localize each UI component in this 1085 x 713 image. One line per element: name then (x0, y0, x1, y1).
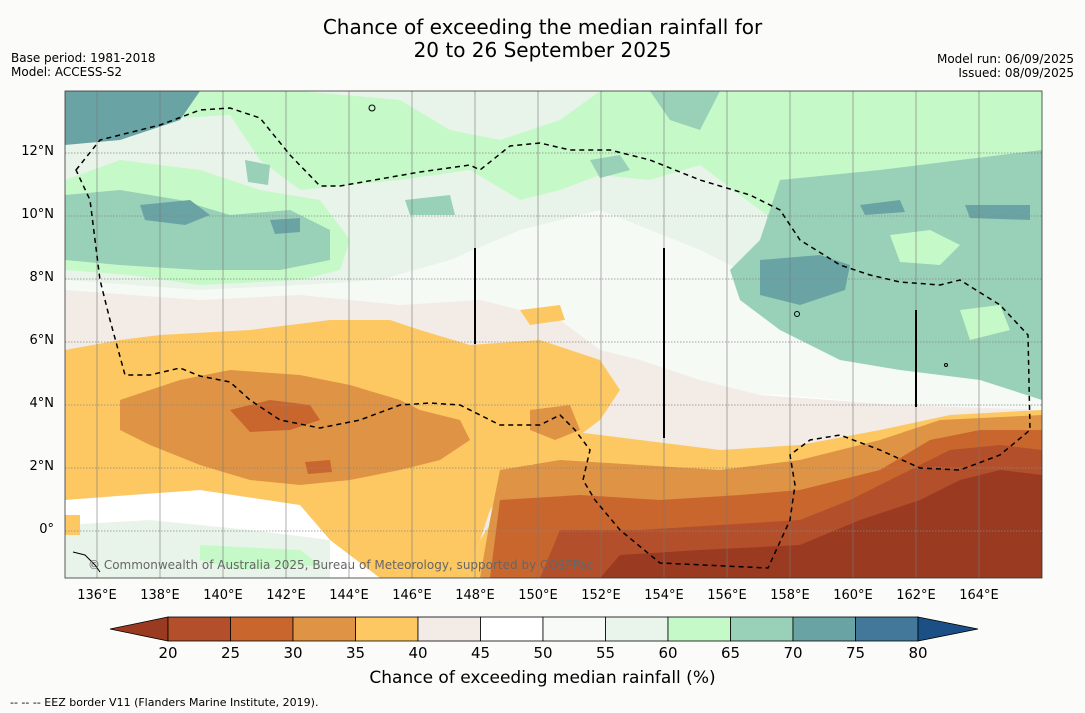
lon-tick-label: 164°E (959, 588, 999, 603)
map-title-line1: Chance of exceeding the median rainfall … (322, 15, 763, 39)
colorbar-under-arrow (109, 616, 169, 642)
issued-label: Issued: 08/09/2025 (958, 66, 1074, 80)
colorbar-tick-label: 75 (845, 644, 866, 662)
lat-tick-label: 4°N (29, 396, 55, 411)
lat-gridlines (65, 152, 1042, 532)
lon-tick-label: 138°E (140, 588, 180, 603)
islands (72, 104, 948, 573)
colorbar-tick-label: 20 (158, 644, 178, 662)
model-run-label: Model run: 06/09/2025 (936, 52, 1074, 66)
colorbar-segment (542, 616, 606, 642)
lon-tick-label: 152°E (581, 588, 621, 603)
lon-tick-label: 136°E (77, 588, 117, 603)
colorbar-tick-label: 55 (595, 644, 616, 662)
colorbar-segment (230, 616, 294, 642)
colorbar-tick-label: 35 (345, 644, 366, 662)
colorbar-segment (855, 616, 919, 642)
colorbar-tick-label: 40 (408, 644, 428, 662)
colorbar-segment (792, 616, 856, 642)
colorbar-segment (292, 616, 356, 642)
colorbar-tick-label: 80 (908, 644, 928, 662)
lat-tick-label: 6°N (29, 333, 55, 348)
lat-tick-label: 2°N (29, 459, 55, 474)
colorbar-tick-label: 25 (220, 644, 241, 662)
lon-gridlines (96, 91, 980, 578)
copyright-text: © Commonwealth of Australia 2025, Bureau… (88, 558, 594, 572)
lon-tick-label: 146°E (392, 588, 432, 603)
lon-tick-label: 140°E (203, 588, 243, 603)
colorbar-tick-label: 70 (783, 644, 803, 662)
eez-border (75, 107, 1031, 569)
colorbar-segment (667, 616, 731, 642)
lon-tick-label: 150°E (518, 588, 558, 603)
lon-tick-label: 154°E (644, 588, 684, 603)
colorbar-tick-label: 45 (470, 644, 491, 662)
lon-tick-label: 156°E (707, 588, 747, 603)
colorbar-segment (417, 616, 481, 642)
colorbar-over-arrow (917, 616, 979, 642)
lat-tick-label: 12°N (21, 144, 54, 159)
lon-tick-label: 158°E (770, 588, 810, 603)
colorbar-segment (605, 616, 669, 642)
lon-tick-label: 144°E (329, 588, 369, 603)
base-period-label: Base period: 1981-2018 (11, 51, 156, 65)
colorbar-segment (355, 616, 419, 642)
colorbar-tick-label: 65 (720, 644, 741, 662)
colorbar-segment (480, 616, 544, 642)
colorbar (109, 616, 979, 642)
lon-tick-label: 160°E (833, 588, 873, 603)
lon-tick-label: 148°E (455, 588, 495, 603)
boundary-segments (474, 248, 917, 438)
colorbar-tick-label: 60 (658, 644, 678, 662)
lon-tick-label: 162°E (896, 588, 936, 603)
colorbar-title: Chance of exceeding median rainfall (%) (369, 668, 716, 688)
colorbar-tick-label: 50 (533, 644, 553, 662)
model-label: Model: ACCESS-S2 (11, 65, 123, 79)
lat-tick-label: 8°N (29, 270, 55, 285)
map-title-line2: 20 to 26 September 2025 (413, 38, 672, 62)
eez-footnote: -- -- -- EEZ border V11 (Flanders Marine… (10, 696, 319, 709)
lat-tick-label: 0° (39, 522, 54, 537)
lon-tick-label: 142°E (266, 588, 306, 603)
colorbar-tick-label: 30 (283, 644, 303, 662)
map-frame (64, 90, 1043, 579)
colorbar-segment (167, 616, 231, 642)
lat-tick-label: 10°N (21, 207, 54, 222)
colorbar-segment (730, 616, 794, 642)
